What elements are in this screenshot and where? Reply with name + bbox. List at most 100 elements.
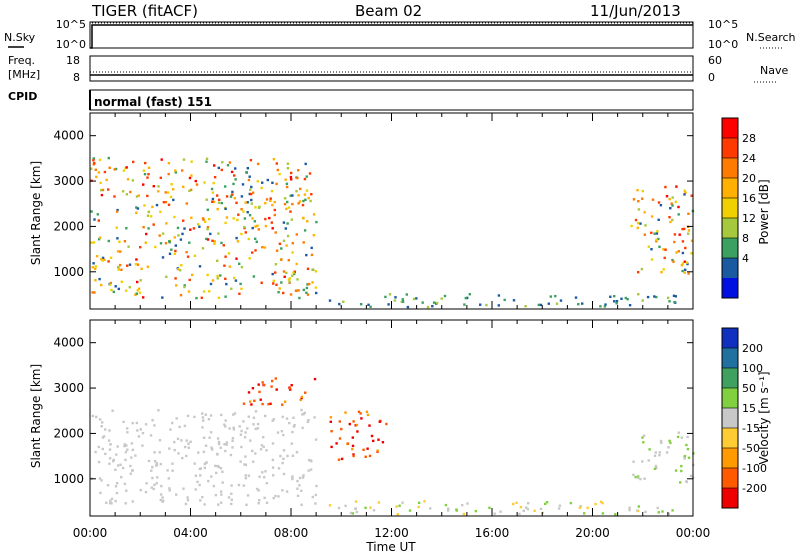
- data-cell: [282, 449, 286, 452]
- data-cell: [682, 227, 686, 231]
- data-cell: [315, 484, 318, 488]
- data-cell: [91, 414, 94, 418]
- data-cell: [185, 439, 188, 442]
- data-cell: [351, 447, 354, 451]
- data-cell: [202, 419, 205, 422]
- colorbar-tick-label: -200: [742, 482, 767, 495]
- data-cell: [245, 503, 248, 506]
- data-cell: [634, 475, 637, 479]
- data-cell: [642, 434, 646, 437]
- data-cell: [670, 202, 673, 205]
- data-cell: [667, 512, 670, 515]
- data-cell: [545, 501, 549, 504]
- data-cell: [671, 509, 674, 512]
- data-cell: [328, 299, 332, 302]
- data-cell: [217, 166, 220, 170]
- data-cell: [206, 226, 210, 229]
- data-cell: [636, 189, 639, 192]
- data-cell: [93, 291, 96, 294]
- data-cell: [218, 198, 221, 201]
- data-cell: [432, 301, 436, 304]
- data-cell: [175, 493, 178, 496]
- data-cell: [394, 296, 397, 299]
- y-tick-label: 2000: [53, 426, 84, 440]
- data-cell: [131, 500, 134, 503]
- data-cell: [101, 259, 104, 262]
- data-cell: [464, 296, 467, 300]
- data-cell: [231, 446, 234, 449]
- y-tick-label: 1000: [53, 472, 84, 486]
- data-cell: [242, 484, 245, 487]
- data-cell: [641, 197, 644, 200]
- data-cell: [369, 305, 372, 308]
- data-cell: [296, 176, 299, 180]
- data-cell: [668, 439, 671, 443]
- data-cell: [167, 203, 171, 206]
- data-cell: [97, 460, 101, 464]
- data-cell: [142, 169, 146, 172]
- data-cell: [175, 417, 178, 420]
- data-cell: [225, 195, 229, 198]
- data-cell: [116, 464, 120, 467]
- data-cell: [291, 454, 295, 457]
- data-cell: [277, 467, 281, 470]
- data-cell: [647, 459, 650, 462]
- data-cell: [284, 227, 287, 230]
- data-cell: [238, 425, 241, 428]
- data-cell: [330, 445, 333, 449]
- data-cell: [273, 200, 276, 204]
- data-cell: [275, 283, 278, 286]
- data-cell: [138, 291, 142, 294]
- data-cell: [110, 288, 113, 292]
- data-cell: [683, 189, 686, 192]
- freq-label-1: Freq.: [8, 54, 35, 67]
- data-cell: [281, 403, 284, 406]
- data-cell: [123, 482, 127, 486]
- data-cell: [681, 262, 685, 265]
- data-cell: [139, 279, 142, 282]
- data-cell: [165, 275, 168, 278]
- data-cell: [97, 238, 101, 241]
- data-cell: [338, 420, 341, 423]
- data-cell: [296, 494, 300, 497]
- data-cell: [301, 203, 305, 207]
- data-cell: [139, 488, 142, 492]
- data-cell: [127, 245, 130, 248]
- data-cell: [240, 208, 243, 211]
- data-cell: [241, 183, 245, 186]
- data-cell: [297, 169, 300, 172]
- data-cell: [119, 463, 122, 466]
- data-cell: [100, 193, 104, 197]
- data-cell: [544, 502, 547, 506]
- data-cell: [249, 188, 252, 191]
- data-cell: [123, 240, 127, 243]
- data-cell: [202, 290, 206, 293]
- data-cell: [522, 509, 525, 512]
- data-cell: [194, 179, 197, 183]
- data-cell: [125, 489, 128, 492]
- data-cell: [302, 412, 305, 416]
- data-cell: [235, 236, 238, 240]
- data-cell: [90, 241, 93, 244]
- data-cell: [180, 264, 183, 267]
- data-cell: [203, 466, 206, 470]
- colorbar-tick-label: -100: [742, 462, 767, 475]
- data-cell: [269, 197, 272, 200]
- data-cell: [658, 454, 661, 457]
- data-cell: [137, 194, 140, 197]
- data-cell: [499, 510, 502, 513]
- data-cell: [677, 431, 680, 434]
- data-cell: [182, 158, 186, 161]
- data-cell: [220, 493, 223, 496]
- data-cell: [314, 438, 318, 441]
- data-cell: [202, 450, 206, 454]
- data-cell: [304, 198, 307, 201]
- data-cell: [101, 421, 104, 424]
- data-cell: [461, 503, 464, 507]
- data-cell: [211, 191, 215, 194]
- data-cell: [257, 383, 260, 386]
- data-cell: [295, 262, 298, 266]
- freq-tick-top: 18: [66, 54, 80, 67]
- colorbar-swatch: [722, 468, 738, 489]
- data-cell: [300, 408, 303, 412]
